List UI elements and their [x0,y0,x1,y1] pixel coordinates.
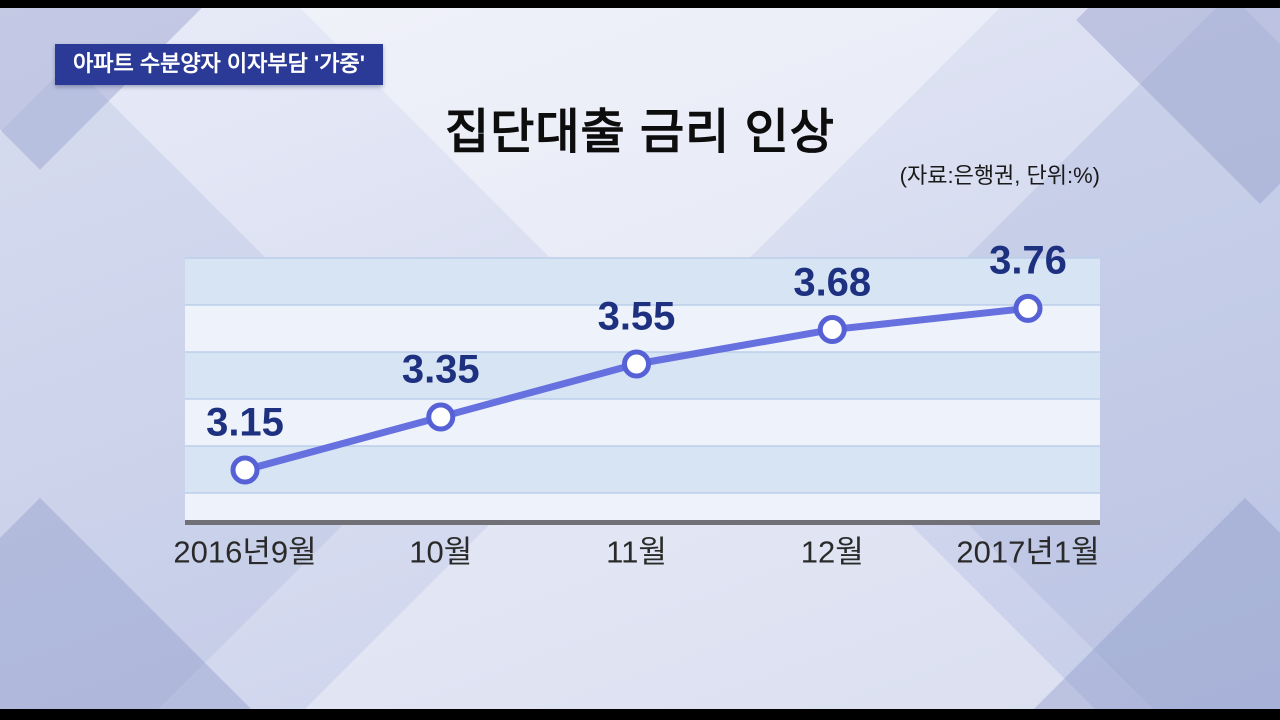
value-label: 3.15 [206,400,284,445]
letterbox-top [0,0,1280,8]
plot-band [185,258,1100,305]
x-axis-line [185,520,1100,525]
plot-band [185,305,1100,352]
x-axis-label: 2016년9월 [173,534,317,570]
value-label: 3.55 [597,294,676,339]
x-axis-label: 12월 [800,534,864,570]
plot-bands [185,258,1100,523]
plot-band [185,446,1100,493]
plot-band [185,493,1100,523]
data-point-marker [817,315,847,345]
plot-band [185,399,1100,446]
value-label: 3.35 [401,347,480,392]
data-point-marker [230,455,260,485]
value-label: 3.68 [793,260,872,305]
data-series [230,293,1043,485]
x-axis [185,520,1100,525]
data-point-marker [622,349,651,379]
x-axis-label: 2017년1월 [956,534,1100,570]
data-point-marker [1013,293,1043,323]
x-axis-label: 11월 [606,534,667,570]
headline-badge-label: 아파트 수분양자 이자부담 '가중' [73,51,365,76]
letterbox-bottom [0,709,1280,720]
x-axis-label: 10월 [409,534,473,570]
value-label: 3.76 [989,238,1067,283]
headline-badge: 아파트 수분양자 이자부담 '가중' [55,44,383,85]
chart-title: 집단대출 금리 인상 [445,106,835,159]
source-note: (자료:은행권, 단위:%) [899,163,1100,188]
data-point-marker [426,402,456,432]
